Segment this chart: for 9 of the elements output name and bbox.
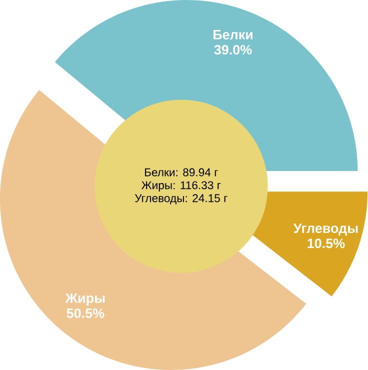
slice-label: Жиры	[66, 294, 105, 306]
slice-label: Белки	[214, 30, 253, 40]
text: Белки: 89.94 г	[145, 168, 218, 176]
data-label: 50.5%	[66, 308, 104, 318]
text: Углеводы: 24.15 г	[135, 194, 228, 204]
text: Жиры: 116.33 г	[142, 181, 221, 192]
data-label: 39.0%	[214, 45, 252, 55]
slice-label: Углеводы	[294, 224, 358, 236]
data-label: 10.5%	[308, 238, 345, 248]
